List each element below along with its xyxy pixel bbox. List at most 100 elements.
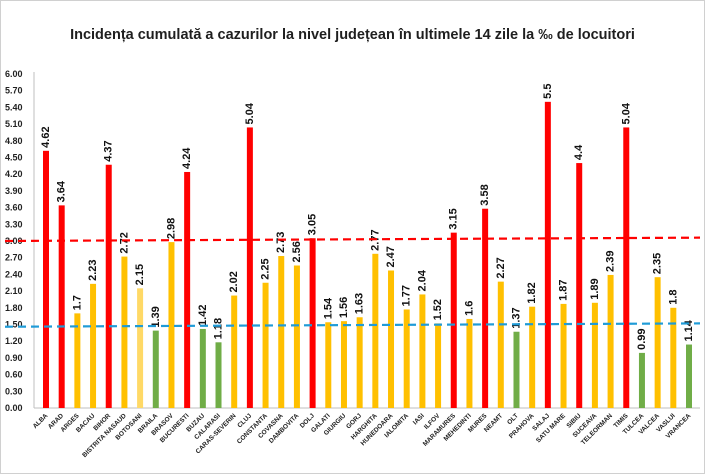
bar-valcea <box>654 277 661 408</box>
data-label: 3.58 <box>479 184 491 205</box>
bar-bacau <box>90 283 97 408</box>
bar-mures <box>482 208 489 408</box>
y-tick-label: 0.60 <box>5 370 23 380</box>
data-label: 2.27 <box>495 257 507 278</box>
bar-prahova <box>529 306 536 408</box>
data-label: 1.7 <box>71 295 83 310</box>
y-tick-label: 3.30 <box>5 219 23 229</box>
bar-brasov <box>168 242 175 408</box>
data-label: 1.8 <box>667 290 679 305</box>
data-label: 1.63 <box>354 293 366 314</box>
data-label: 1.18 <box>213 318 225 339</box>
bar-hunedoara <box>388 270 395 408</box>
bar-maramures <box>450 232 457 408</box>
data-label: 1.14 <box>683 319 695 341</box>
bar-salaj <box>544 101 551 408</box>
data-label: 3.15 <box>448 208 460 229</box>
data-label: 5.04 <box>244 102 256 124</box>
chart-title: Incidența cumulată a cazurilor la nivel … <box>70 27 635 43</box>
data-label: 4.37 <box>103 140 115 161</box>
red-threshold-line <box>4 236 701 243</box>
bar-iasi <box>419 294 426 408</box>
y-tick-label: 4.20 <box>5 169 23 179</box>
bar-alba <box>43 150 49 408</box>
data-label: 1.37 <box>510 307 522 328</box>
category-label: ALBA <box>32 412 50 430</box>
y-tick-label: 2.70 <box>5 253 23 263</box>
data-label: 4.4 <box>573 144 585 160</box>
data-label: 1.6 <box>463 301 475 316</box>
y-tick-label: 2.10 <box>5 286 23 296</box>
y-tick-label: 1.50 <box>5 320 23 330</box>
bar-satu-mare <box>560 303 567 408</box>
data-label: 2.35 <box>652 253 664 274</box>
data-label: 1.87 <box>558 279 570 300</box>
bar-caras-severin <box>231 295 238 408</box>
blue-threshold-line <box>4 322 701 328</box>
data-label: 2.72 <box>118 232 130 253</box>
bar-dambovita <box>293 265 300 408</box>
data-label: 2.98 <box>165 218 177 239</box>
bar-bistrita-nasaud <box>121 256 128 408</box>
data-label: 1.77 <box>401 285 413 306</box>
data-label: 3.05 <box>307 214 319 235</box>
bar-calarasi <box>215 342 222 408</box>
data-label: 1.54 <box>322 297 334 319</box>
y-tick-label: 1.20 <box>5 336 23 346</box>
y-tick-label: 0.90 <box>5 353 23 363</box>
bar-giurgiu <box>340 321 347 408</box>
data-label: 2.23 <box>87 259 99 280</box>
y-tick-label: 3.60 <box>5 203 23 213</box>
bar-botosani <box>137 288 144 408</box>
bar-constanta <box>262 282 269 408</box>
data-label: 2.04 <box>416 269 428 291</box>
y-tick-label: 0.30 <box>5 386 23 396</box>
data-label: 2.47 <box>385 246 397 267</box>
data-label: 1.52 <box>432 299 444 320</box>
bar-vrancea <box>686 344 692 408</box>
bar-neamt <box>497 281 504 408</box>
y-tick-label: 0.00 <box>5 403 23 413</box>
data-label: 1.42 <box>197 305 209 326</box>
y-tick-label: 5.70 <box>5 86 23 96</box>
data-label: 2.25 <box>260 258 272 279</box>
y-tick-label: 1.80 <box>5 303 23 313</box>
bar-arad <box>58 205 65 408</box>
bar-galati <box>325 322 332 408</box>
data-label: 2.15 <box>134 264 146 285</box>
bar-gorj <box>356 317 363 408</box>
data-label: 1.39 <box>150 306 162 327</box>
bar-tulcea <box>638 352 645 408</box>
y-tick-label: 5.10 <box>5 119 23 129</box>
bar-timis <box>623 127 630 408</box>
data-label: 2.02 <box>228 271 240 292</box>
data-label: 0.99 <box>636 328 648 349</box>
data-label: 4.24 <box>181 147 193 169</box>
y-tick-label: 3.90 <box>5 186 23 196</box>
data-label: 2.39 <box>605 251 617 272</box>
y-tick-label: 2.40 <box>5 269 23 279</box>
bar-buzau <box>199 328 206 408</box>
bar-arges <box>74 313 81 408</box>
data-label: 5.04 <box>620 102 632 124</box>
bar-bucuresti <box>184 171 191 408</box>
bar-braila <box>152 330 159 408</box>
bar-sibiu <box>576 163 583 408</box>
y-tick-label: 6.00 <box>5 69 23 79</box>
bar-teleorman <box>607 274 614 408</box>
data-label: 1.56 <box>338 297 350 318</box>
bar-ilfov <box>435 323 442 408</box>
bar-cluj <box>246 127 253 408</box>
bar-ialomita <box>403 309 410 408</box>
bar-harghita <box>372 253 379 408</box>
data-label: 3.64 <box>56 180 68 202</box>
bar-bihor <box>105 164 112 408</box>
data-label: 5.5 <box>542 84 554 99</box>
bar-olt <box>513 331 520 408</box>
bar-covasna <box>278 256 285 408</box>
y-tick-label: 4.50 <box>5 153 23 163</box>
data-label: 2.56 <box>291 241 303 262</box>
y-tick-label: 3.00 <box>5 236 23 246</box>
bar-vaslui <box>670 307 677 408</box>
